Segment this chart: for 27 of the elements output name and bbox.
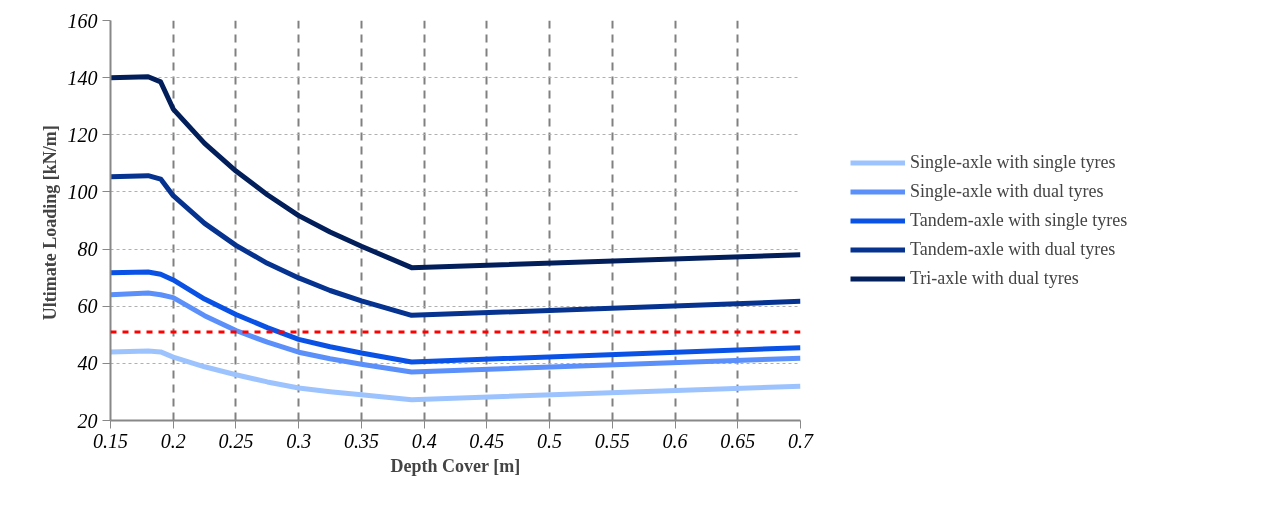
x-tick-label: 0.3 — [286, 429, 312, 452]
x-tick-label: 0.5 — [537, 429, 563, 452]
y-tick-label: 120 — [67, 123, 98, 146]
y-tick-label: 160 — [67, 9, 98, 32]
x-tick-label: 0.65 — [720, 429, 756, 452]
y-tick-label: 60 — [77, 295, 98, 318]
y-tick-label: 40 — [77, 352, 98, 375]
x-tick-label: 0.25 — [218, 429, 254, 452]
x-tick-label: 0.15 — [93, 429, 128, 452]
y-tick-label: 80 — [77, 238, 98, 261]
x-tick-label: 0.45 — [469, 429, 505, 452]
y-tick-label: 140 — [67, 66, 98, 89]
legend-label: Tandem-axle with dual tyres — [910, 238, 1116, 260]
legend-label: Single-axle with single tyres — [910, 151, 1116, 173]
legend-label: Tri-axle with dual tyres — [910, 267, 1079, 289]
y-tick-label: 20 — [77, 409, 98, 432]
x-axis-title: Depth Cover [m] — [390, 455, 521, 476]
legend-label: Single-axle with dual tyres — [910, 180, 1104, 202]
x-tick-label: 0.35 — [343, 429, 379, 452]
legend-label: Tandem-axle with single tyres — [910, 209, 1128, 231]
x-tick-label: 0.4 — [411, 429, 437, 452]
y-axis-title: Ultimate Loading [kN/m] — [39, 125, 60, 321]
y-tick-label: 100 — [67, 180, 98, 203]
x-tick-label: 0.2 — [160, 429, 186, 452]
x-tick-label: 0.7 — [788, 429, 814, 452]
x-tick-label: 0.6 — [662, 429, 688, 452]
x-tick-label: 0.55 — [594, 429, 630, 452]
